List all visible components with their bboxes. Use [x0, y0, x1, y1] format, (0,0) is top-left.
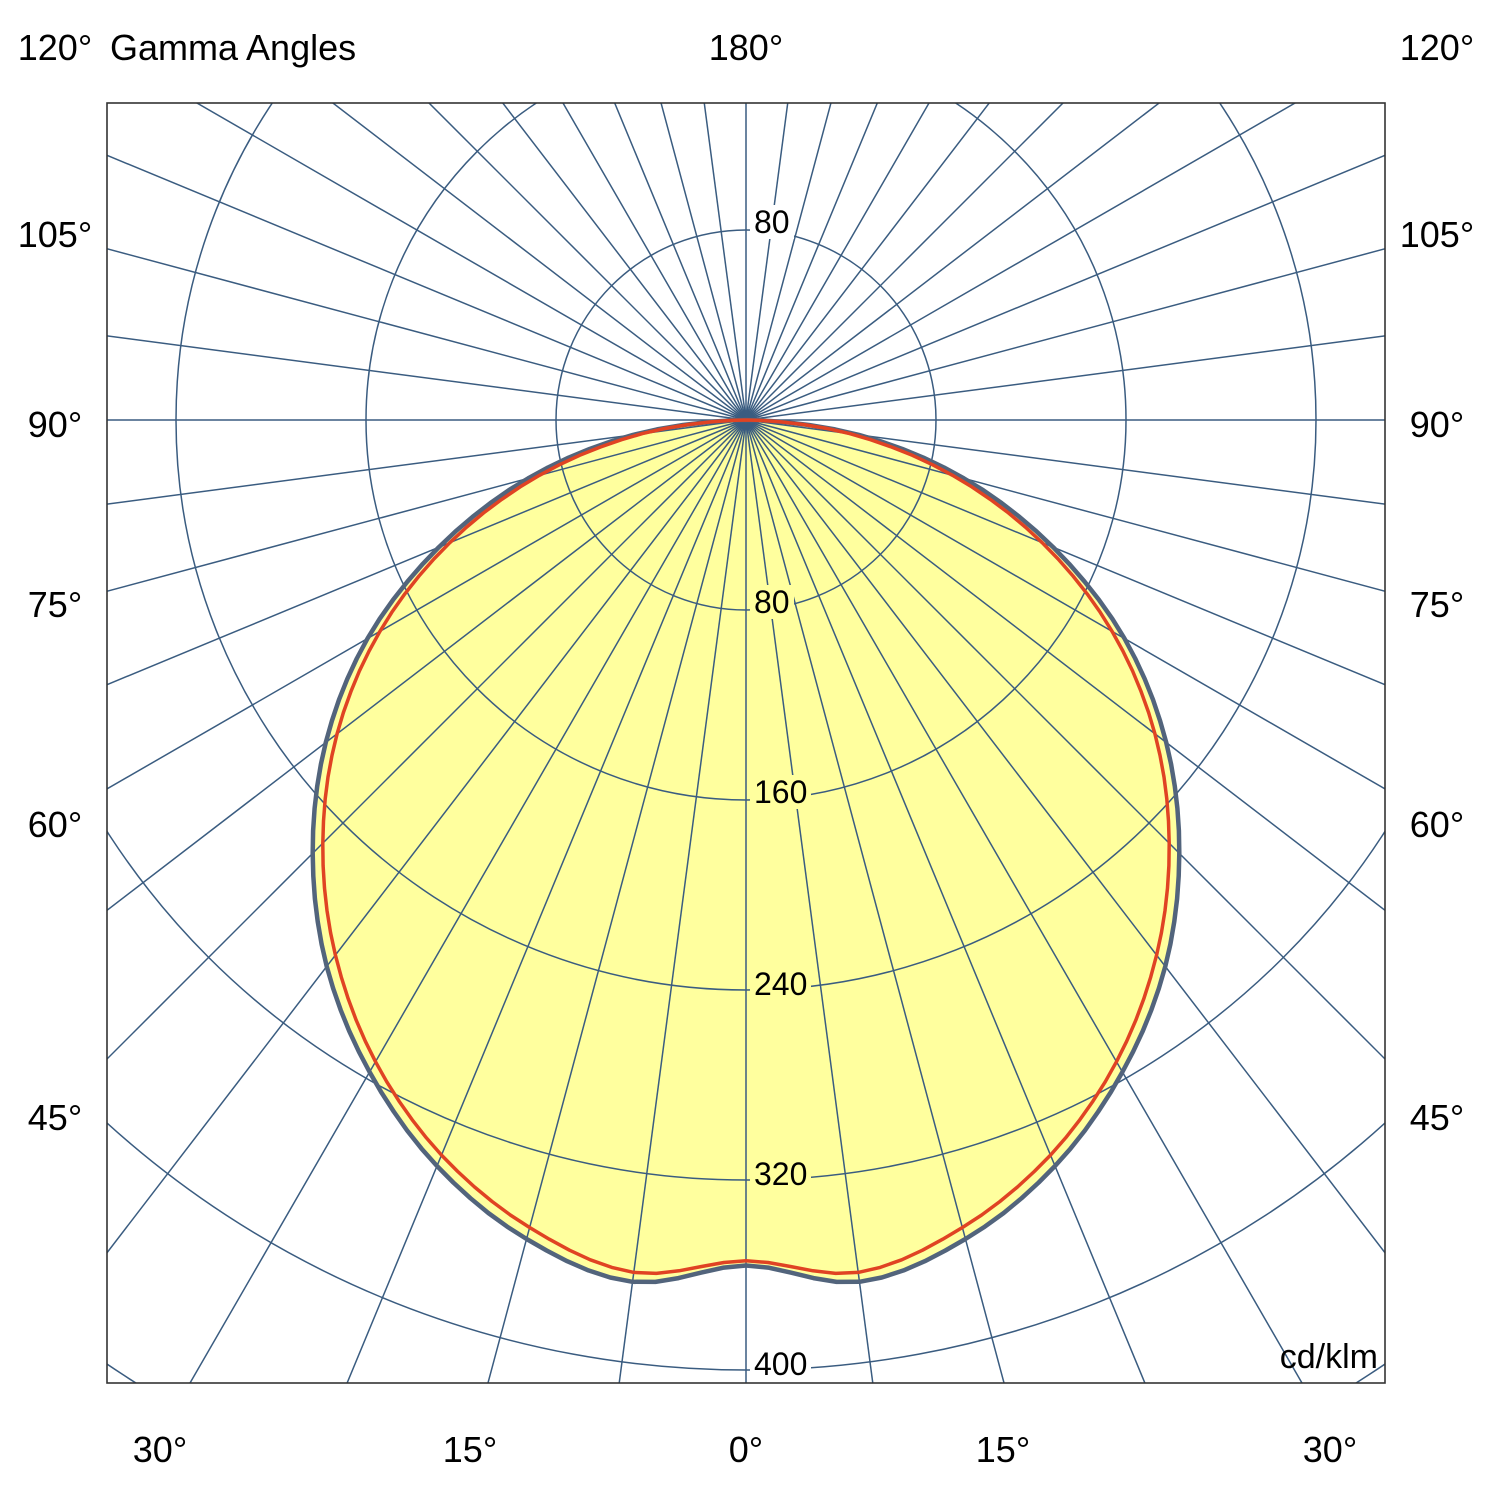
ring-label-320: 320 [750, 1157, 812, 1191]
angle-label-left-45: 45° [27, 1097, 83, 1138]
angle-label-right-120: 120° [1399, 27, 1475, 68]
angle-label-right-60: 60° [1409, 804, 1465, 845]
angle-label-left-60: 60° [27, 804, 83, 845]
ring-label-240: 240 [750, 967, 812, 1001]
angle-label-left-120: 120° [17, 27, 93, 68]
ring-label-400: 400 [750, 1347, 812, 1381]
plot-border [106, 102, 1386, 1384]
angle-label-right-105: 105° [1399, 214, 1475, 255]
angle-label-left-105: 105° [17, 214, 93, 255]
angle-label-bottom-15-right: 15° [975, 1429, 1031, 1470]
angle-label-left-75: 75° [27, 584, 83, 625]
units-label: cd/klm [1279, 1338, 1378, 1376]
ring-label-80-above-pole: 80 [750, 205, 794, 239]
chart-title: Gamma Angles [110, 27, 357, 68]
angle-label-right-45: 45° [1409, 1097, 1465, 1138]
angle-label-bottom-15-left: 15° [442, 1429, 498, 1470]
curve-c0-c180 [321, 418, 1171, 1276]
angle-label-top-180: 180° [708, 27, 784, 68]
curve-c90-c270 [310, 417, 1182, 1285]
angle-label-right-90: 90° [1409, 404, 1465, 445]
angle-label-bottom-30-left: 30° [132, 1429, 188, 1470]
angle-label-bottom-0: 0° [728, 1429, 764, 1470]
angle-label-left-90: 90° [27, 404, 83, 445]
angle-label-right-75: 75° [1409, 584, 1465, 625]
ring-label-80: 80 [750, 585, 794, 619]
ring-label-160: 160 [750, 775, 812, 809]
angle-label-bottom-30-right: 30° [1302, 1429, 1358, 1470]
